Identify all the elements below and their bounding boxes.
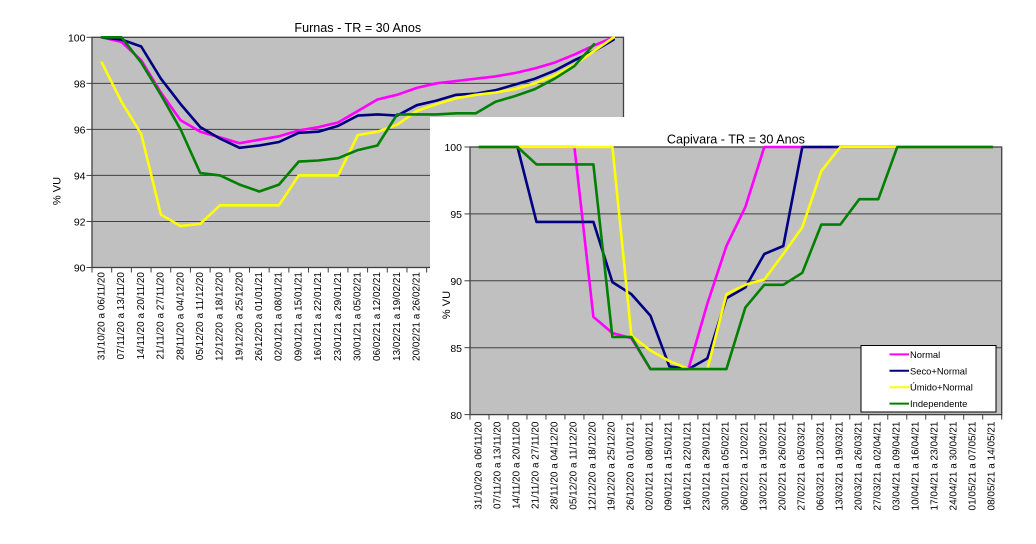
svg-text:28/11/20 a 04/12/20: 28/11/20 a 04/12/20 — [175, 272, 186, 361]
svg-text:98: 98 — [74, 79, 86, 91]
svg-text:06/02/21 a 12/02/21: 06/02/21 a 12/02/21 — [372, 272, 383, 361]
svg-text:26/12/20 a 01/01/21: 26/12/20 a 01/01/21 — [254, 272, 265, 361]
svg-text:21/11/20 a 27/11/20: 21/11/20 a 27/11/20 — [531, 421, 542, 509]
svg-text:19/12/20 a 25/12/20: 19/12/20 a 25/12/20 — [234, 272, 245, 361]
svg-text:Seco+Normal: Seco+Normal — [910, 365, 967, 376]
svg-text:95: 95 — [450, 209, 462, 221]
svg-text:31/10/20 a 06/11/20: 31/10/20 a 06/11/20 — [474, 421, 485, 510]
svg-text:08/05/21 a 14/05/21: 08/05/21 a 14/05/21 — [986, 421, 997, 510]
svg-text:Independente: Independente — [910, 398, 967, 409]
svg-text:Capivara - TR = 30 Anos: Capivara - TR = 30 Anos — [667, 133, 805, 147]
svg-text:12/12/20 a 18/12/20: 12/12/20 a 18/12/20 — [588, 421, 599, 510]
svg-text:07/11/20 a 13/11/20: 07/11/20 a 13/11/20 — [493, 421, 504, 509]
svg-text:20/02/21 a 26/02/21: 20/02/21 a 26/02/21 — [412, 272, 423, 361]
svg-text:05/12/20 a 11/12/20: 05/12/20 a 11/12/20 — [569, 421, 580, 510]
svg-text:16/01/21 a 22/01/21: 16/01/21 a 22/01/21 — [313, 272, 324, 361]
svg-text:Furnas - TR = 30 Anos: Furnas - TR = 30 Anos — [294, 21, 421, 35]
svg-text:23/01/21 a 29/01/21: 23/01/21 a 29/01/21 — [333, 272, 344, 361]
svg-text:23/01/21 a 29/01/21: 23/01/21 a 29/01/21 — [702, 421, 713, 510]
svg-text:30/01/21 a 05/02/21: 30/01/21 a 05/02/21 — [721, 421, 732, 510]
svg-text:30/01/21 a 05/02/21: 30/01/21 a 05/02/21 — [352, 272, 363, 361]
svg-text:16/01/21 a 22/01/21: 16/01/21 a 22/01/21 — [683, 421, 694, 510]
svg-text:02/01/21 a 08/01/21: 02/01/21 a 08/01/21 — [645, 421, 656, 510]
svg-text:06/03/21 a 12/03/21: 06/03/21 a 12/03/21 — [816, 421, 827, 510]
svg-text:% VU: % VU — [52, 177, 64, 205]
svg-text:94: 94 — [74, 171, 86, 183]
svg-text:31/10/20 a 06/11/20: 31/10/20 a 06/11/20 — [97, 272, 108, 361]
svg-text:07/11/20 a 13/11/20: 07/11/20 a 13/11/20 — [116, 272, 127, 360]
svg-text:20/03/21 a 26/03/21: 20/03/21 a 26/03/21 — [854, 421, 865, 510]
svg-text:13/02/21 a 19/02/21: 13/02/21 a 19/02/21 — [759, 421, 770, 510]
svg-text:28/11/20 a 04/12/20: 28/11/20 a 04/12/20 — [550, 421, 561, 510]
svg-text:03/04/21 a 09/04/21: 03/04/21 a 09/04/21 — [892, 421, 903, 510]
svg-text:% VU: % VU — [441, 291, 453, 319]
svg-text:20/02/21 a 26/02/21: 20/02/21 a 26/02/21 — [778, 421, 789, 510]
svg-text:85: 85 — [450, 343, 462, 355]
svg-text:13/02/21 a 19/02/21: 13/02/21 a 19/02/21 — [392, 272, 403, 361]
svg-text:100: 100 — [444, 142, 462, 154]
svg-text:14/11/20 a 20/11/20: 14/11/20 a 20/11/20 — [512, 421, 523, 509]
svg-text:26/12/20 a 01/01/21: 26/12/20 a 01/01/21 — [626, 421, 637, 510]
svg-text:27/02/21 a 05/03/21: 27/02/21 a 05/03/21 — [797, 421, 808, 510]
svg-text:10/04/21 a 16/04/21: 10/04/21 a 16/04/21 — [910, 421, 921, 510]
svg-text:06/02/21 a 12/02/21: 06/02/21 a 12/02/21 — [740, 421, 751, 510]
svg-text:09/01/21 a 15/01/21: 09/01/21 a 15/01/21 — [664, 421, 675, 510]
svg-text:100: 100 — [68, 33, 86, 45]
svg-text:80: 80 — [450, 410, 462, 422]
svg-text:96: 96 — [74, 125, 86, 137]
svg-text:05/12/20 a 11/12/20: 05/12/20 a 11/12/20 — [195, 272, 206, 361]
svg-text:01/05/21 a 07/05/21: 01/05/21 a 07/05/21 — [967, 421, 978, 510]
svg-text:12/12/20 a 18/12/20: 12/12/20 a 18/12/20 — [215, 272, 226, 361]
svg-text:09/01/21 a 15/01/21: 09/01/21 a 15/01/21 — [293, 272, 304, 361]
svg-text:27/03/21 a 02/04/21: 27/03/21 a 02/04/21 — [873, 421, 884, 510]
svg-text:17/04/21 a 23/04/21: 17/04/21 a 23/04/21 — [929, 421, 940, 510]
svg-text:13/03/21 a 19/03/21: 13/03/21 a 19/03/21 — [835, 421, 846, 510]
svg-text:21/11/20 a 27/11/20: 21/11/20 a 27/11/20 — [156, 272, 167, 360]
svg-text:90: 90 — [450, 276, 462, 288]
svg-text:02/01/21 a 08/01/21: 02/01/21 a 08/01/21 — [274, 272, 285, 361]
svg-text:90: 90 — [74, 263, 86, 275]
svg-text:Normal: Normal — [910, 349, 940, 360]
svg-text:19/12/20 a 25/12/20: 19/12/20 a 25/12/20 — [607, 421, 618, 510]
svg-text:92: 92 — [74, 217, 86, 229]
svg-text:Úmido+Normal: Úmido+Normal — [910, 382, 973, 393]
svg-text:24/04/21 a 30/04/21: 24/04/21 a 30/04/21 — [948, 421, 959, 510]
svg-text:14/11/20 a 20/11/20: 14/11/20 a 20/11/20 — [136, 272, 147, 360]
